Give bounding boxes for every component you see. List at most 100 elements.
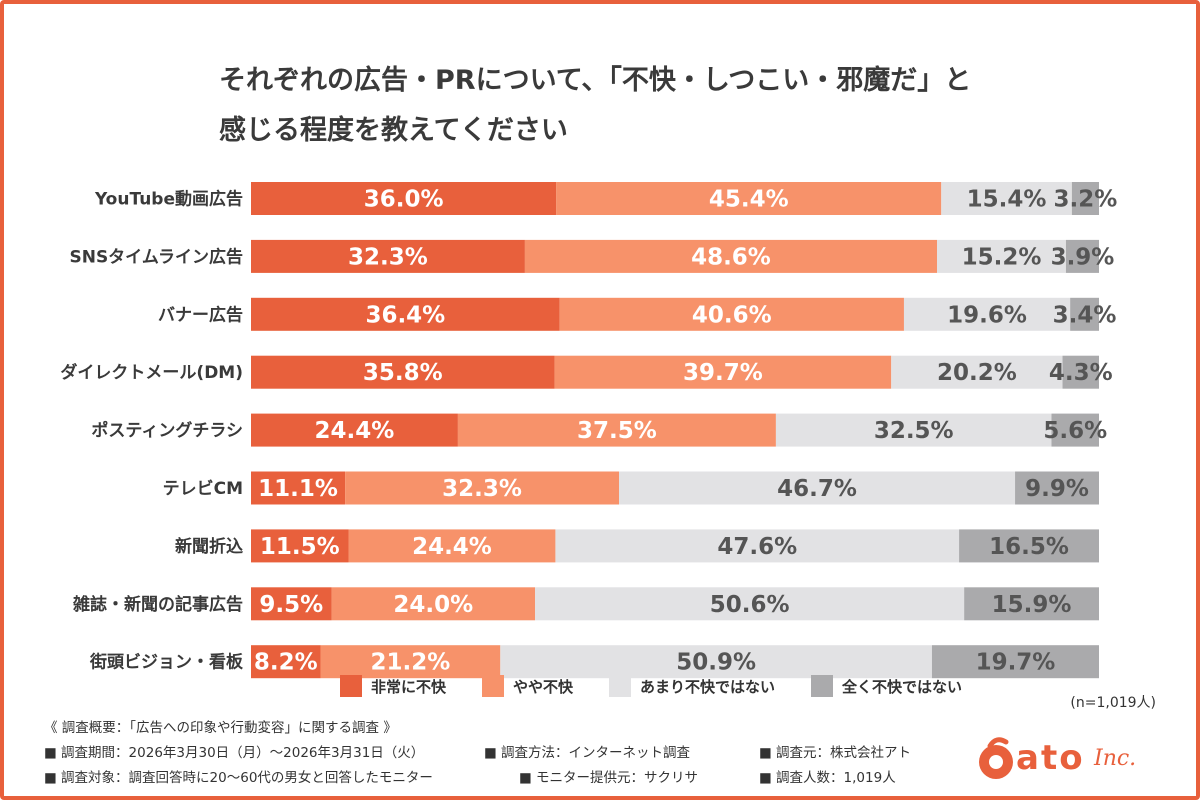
bar-segment-very-unpleasant xyxy=(251,297,560,331)
legend-swatch-not-unpleasant-at-all xyxy=(811,675,834,697)
note-period: ■ 調査期間：2026年3月30日（月）〜2026年3月31日（火） xyxy=(44,745,425,761)
data-label-not-very-unpleasant: 50.6% xyxy=(710,592,790,618)
data-label-not-unpleasant-at-all: 15.9% xyxy=(992,592,1072,618)
legend-swatch-very-unpleasant xyxy=(340,675,362,697)
data-label-very-unpleasant: 11.1% xyxy=(258,476,338,502)
bar-segment-not-very-unpleasant xyxy=(775,413,1052,447)
bar-segment-not-unpleasant-at-all xyxy=(931,645,1099,679)
bar-segment-not-unpleasant-at-all xyxy=(1071,182,1099,215)
bar-segment-somewhat-unpleasant xyxy=(559,297,904,331)
bar-segment-somewhat-unpleasant xyxy=(457,413,776,447)
notes-header: 《 調査概要：「広告への印象や行動変容」に関する調査 》 xyxy=(44,720,397,736)
category-label: 街頭ビジョン・看板 xyxy=(89,652,244,673)
logo-suffix: Inc. xyxy=(1094,746,1137,771)
data-label-not-unpleasant-at-all: 3.4% xyxy=(1053,302,1117,328)
note-target: ■ 調査対象：調査回答時に20〜60代の男女と回答したモニター xyxy=(44,770,433,786)
data-label-not-unpleasant-at-all: 3.9% xyxy=(1051,244,1115,270)
legend-label-not-unpleasant-at-all: 全く不快ではない xyxy=(842,677,963,696)
data-label-not-very-unpleasant: 47.6% xyxy=(717,534,797,560)
category-label: SNSタイムライン広告 xyxy=(69,246,243,267)
data-label-not-very-unpleasant: 46.7% xyxy=(777,476,857,502)
bar-segment-not-unpleasant-at-all xyxy=(1015,471,1099,505)
bar-segment-somewhat-unpleasant xyxy=(320,645,501,679)
data-label-not-very-unpleasant: 32.5% xyxy=(874,418,954,444)
category-label: 新聞折込 xyxy=(175,536,243,557)
data-label-somewhat-unpleasant: 40.6% xyxy=(692,302,772,328)
data-label-not-unpleasant-at-all: 16.5% xyxy=(989,534,1069,560)
data-label-somewhat-unpleasant: 24.4% xyxy=(412,534,492,560)
data-label-very-unpleasant: 36.0% xyxy=(364,187,444,213)
legend-label-somewhat-unpleasant: やや不快 xyxy=(513,677,574,696)
category-label: ポスティングチラシ xyxy=(91,420,243,441)
data-label-very-unpleasant: 11.5% xyxy=(260,534,340,560)
note-count: ■ 調査人数：1,019人 xyxy=(759,770,896,786)
bar-segment-very-unpleasant xyxy=(251,471,346,505)
category-label: ダイレクトメール(DM) xyxy=(60,362,243,383)
data-label-somewhat-unpleasant: 45.4% xyxy=(709,187,789,213)
bar-segment-not-very-unpleasant xyxy=(891,355,1063,389)
legend: 非常に不快 やや不快 あまり不快ではない 全く不快ではない xyxy=(340,674,980,698)
legend-item-2: やや不快 xyxy=(482,675,573,697)
category-label: バナー広告 xyxy=(158,304,243,325)
title-line-1: それぞれの広告・PRについて、「不快・しつこい・邪魔だ」と xyxy=(219,65,972,96)
data-label-very-unpleasant: 9.5% xyxy=(259,592,323,618)
bar-segment-somewhat-unpleasant xyxy=(556,182,942,215)
bar-segment-somewhat-unpleasant xyxy=(345,471,620,505)
legend-label-not-very-unpleasant: あまり不快ではない xyxy=(640,677,776,696)
data-label-somewhat-unpleasant: 39.7% xyxy=(683,360,763,386)
bar-segment-not-unpleasant-at-all xyxy=(1051,413,1099,447)
note-method: ■ 調査方法：インターネット調査 xyxy=(484,745,691,761)
legend-label-very-unpleasant: 非常に不快 xyxy=(371,677,447,696)
logo-mark-icon xyxy=(979,737,1013,779)
bar-segment-not-very-unpleasant xyxy=(903,297,1071,331)
company-logo: ato Inc. xyxy=(976,736,1156,784)
data-label-somewhat-unpleasant: 48.6% xyxy=(691,244,771,270)
bar-segment-somewhat-unpleasant xyxy=(348,529,556,563)
data-label-not-very-unpleasant: 20.2% xyxy=(937,360,1017,386)
bar-segment-very-unpleasant xyxy=(251,355,555,389)
data-label-somewhat-unpleasant: 32.3% xyxy=(442,476,522,502)
sample-size: (n=1,019人) xyxy=(1070,695,1156,711)
chart-title: それぞれの広告・PRについて、「不快・しつこい・邪魔だ」と 感じる程度を教えてく… xyxy=(219,56,1099,156)
category-label: YouTube動画広告 xyxy=(94,189,243,210)
data-label-not-unpleasant-at-all: 4.3% xyxy=(1049,360,1113,386)
bar-segment-not-unpleasant-at-all xyxy=(1070,297,1099,331)
bar-segment-very-unpleasant xyxy=(251,413,458,447)
bar-segment-not-very-unpleasant xyxy=(555,529,960,563)
data-label-very-unpleasant: 35.8% xyxy=(363,360,443,386)
bar-segment-not-very-unpleasant xyxy=(535,587,965,621)
bar-segment-very-unpleasant xyxy=(251,645,321,679)
data-label-not-very-unpleasant: 19.6% xyxy=(947,302,1027,328)
bar-segment-not-unpleasant-at-all xyxy=(1062,355,1099,389)
legend-swatch-somewhat-unpleasant xyxy=(482,675,505,697)
data-label-very-unpleasant: 32.3% xyxy=(348,244,428,270)
note-provider: ■ モニター提供元：サクリサ xyxy=(519,770,699,786)
data-label-not-very-unpleasant: 15.4% xyxy=(967,187,1047,213)
data-label-very-unpleasant: 8.2% xyxy=(254,650,318,676)
bar-segment-not-unpleasant-at-all xyxy=(959,529,1099,563)
data-label-somewhat-unpleasant: 37.5% xyxy=(577,418,657,444)
bar-segment-not-very-unpleasant xyxy=(500,645,932,679)
bar-segment-not-unpleasant-at-all xyxy=(1065,239,1099,273)
bar-segment-not-very-unpleasant xyxy=(941,182,1072,215)
data-label-not-very-unpleasant: 15.2% xyxy=(962,244,1042,270)
legend-item-1: 非常に不快 xyxy=(340,675,446,697)
data-label-somewhat-unpleasant: 24.0% xyxy=(393,592,473,618)
category-label: 雑誌・新聞の記事広告 xyxy=(72,594,243,615)
bar-segment-somewhat-unpleasant xyxy=(331,587,536,621)
bar-segment-somewhat-unpleasant xyxy=(524,239,938,273)
bar-segment-very-unpleasant xyxy=(251,587,332,621)
category-label: テレビCM xyxy=(163,479,243,499)
data-label-not-unpleasant-at-all: 5.6% xyxy=(1043,418,1107,444)
data-label-not-unpleasant-at-all: 9.9% xyxy=(1025,476,1089,502)
bar-segment-not-unpleasant-at-all xyxy=(964,587,1099,621)
bar-segment-somewhat-unpleasant xyxy=(554,355,892,389)
note-source: ■ 調査元：株式会社アト xyxy=(759,745,912,761)
bar-segment-very-unpleasant xyxy=(251,529,349,563)
logo-wordmark: ato xyxy=(1016,738,1085,778)
legend-item-4: 全く不快ではない xyxy=(811,675,962,697)
bar-segment-not-very-unpleasant xyxy=(619,471,1016,505)
data-label-not-very-unpleasant: 50.9% xyxy=(676,650,756,676)
bar-segment-very-unpleasant xyxy=(251,239,525,273)
